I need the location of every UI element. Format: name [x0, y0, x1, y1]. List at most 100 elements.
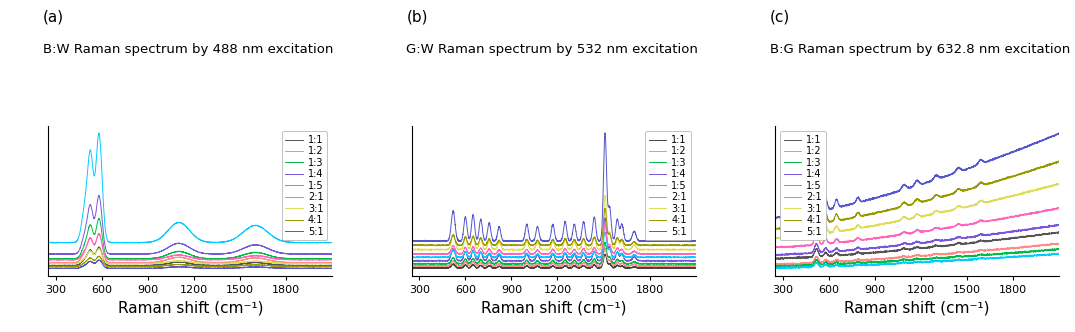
- 2:1: [1052, 206, 1065, 210]
- Text: (a): (a): [43, 10, 64, 25]
- 1:2: [320, 261, 333, 265]
- 1:1: [42, 263, 55, 267]
- 2:1: [163, 255, 176, 259]
- 5:1: [771, 216, 784, 220]
- 1:2: [1047, 242, 1060, 246]
- X-axis label: Raman shift (cm⁻¹): Raman shift (cm⁻¹): [844, 300, 990, 315]
- 3:1: [769, 236, 782, 240]
- Text: (c): (c): [770, 10, 790, 25]
- 1:1: [438, 266, 450, 270]
- 3:1: [455, 247, 468, 251]
- 1:3: [74, 251, 87, 255]
- 4:1: [1016, 171, 1029, 175]
- 1:5: [92, 131, 105, 135]
- 1:4: [818, 247, 831, 251]
- 1:2: [772, 263, 785, 267]
- Line: 1:2: 1:2: [775, 243, 1059, 265]
- 2:1: [769, 246, 782, 250]
- Legend: 1:1, 1:2, 1:3, 1:4, 1:5, 2:1, 3:1, 4:1, 5:1: 1:1, 1:2, 1:3, 1:4, 1:5, 2:1, 3:1, 4:1, …: [282, 131, 328, 240]
- Text: B:G Raman spectrum by 632.8 nm excitation: B:G Raman spectrum by 632.8 nm excitatio…: [770, 43, 1070, 56]
- 3:1: [298, 262, 311, 266]
- 3:1: [74, 259, 87, 263]
- 2:1: [455, 251, 468, 255]
- 2:1: [801, 243, 814, 247]
- Line: 1:3: 1:3: [48, 218, 332, 259]
- 1:1: [801, 255, 814, 259]
- 2:1: [290, 258, 303, 262]
- 5:1: [599, 131, 612, 135]
- 1:5: [684, 255, 697, 259]
- 3:1: [1047, 183, 1060, 187]
- 1:4: [326, 252, 339, 256]
- 1:1: [326, 264, 339, 268]
- 1:4: [1052, 223, 1065, 227]
- 4:1: [890, 207, 903, 210]
- 1:4: [689, 259, 702, 263]
- 1:4: [775, 254, 788, 258]
- 3:1: [514, 248, 527, 252]
- 3:1: [42, 262, 55, 266]
- 1:5: [42, 241, 55, 245]
- 1:5: [1016, 254, 1029, 258]
- 5:1: [514, 239, 527, 243]
- 2:1: [890, 234, 903, 238]
- 3:1: [527, 248, 540, 252]
- Line: 3:1: 3:1: [775, 183, 1059, 239]
- 1:2: [684, 264, 697, 268]
- 1:1: [151, 263, 163, 267]
- 1:3: [769, 264, 782, 268]
- 1:2: [527, 264, 540, 268]
- 1:2: [42, 261, 55, 265]
- 2:1: [320, 258, 333, 262]
- 2:1: [151, 257, 163, 261]
- 4:1: [92, 254, 105, 258]
- Line: 1:4: 1:4: [412, 218, 696, 262]
- 5:1: [684, 238, 697, 242]
- 1:1: [684, 266, 697, 270]
- 2:1: [877, 235, 890, 239]
- 1:5: [785, 267, 798, 271]
- 5:1: [1052, 131, 1065, 135]
- 4:1: [438, 243, 450, 247]
- 2:1: [514, 252, 527, 256]
- Line: 1:2: 1:2: [412, 248, 696, 267]
- 5:1: [653, 239, 665, 243]
- 1:5: [1047, 252, 1060, 256]
- Line: 4:1: 4:1: [412, 208, 696, 246]
- 3:1: [1052, 182, 1065, 186]
- 1:4: [405, 259, 418, 263]
- Legend: 1:1, 1:2, 1:3, 1:4, 1:5, 2:1, 3:1, 4:1, 5:1: 1:1, 1:2, 1:3, 1:4, 1:5, 2:1, 3:1, 4:1, …: [779, 131, 826, 240]
- 1:5: [689, 255, 702, 259]
- 4:1: [326, 264, 339, 268]
- 1:4: [684, 258, 697, 262]
- 3:1: [438, 248, 450, 252]
- 1:5: [599, 230, 612, 234]
- 3:1: [163, 260, 176, 264]
- 1:3: [572, 263, 585, 267]
- 4:1: [91, 255, 104, 259]
- 1:4: [514, 259, 527, 263]
- 2:1: [74, 254, 87, 258]
- 4:1: [527, 243, 540, 247]
- 5:1: [1047, 133, 1060, 137]
- 2:1: [1016, 212, 1029, 216]
- 4:1: [455, 243, 468, 247]
- 5:1: [438, 239, 450, 243]
- 4:1: [74, 263, 87, 267]
- Line: 1:5: 1:5: [48, 133, 332, 243]
- 1:3: [689, 262, 702, 266]
- 3:1: [91, 248, 104, 252]
- 1:3: [320, 257, 333, 261]
- 1:2: [877, 257, 890, 261]
- 3:1: [1016, 191, 1029, 195]
- 3:1: [422, 248, 435, 252]
- 1:2: [163, 257, 176, 261]
- 5:1: [405, 239, 418, 243]
- Text: B:W Raman spectrum by 488 nm excitation: B:W Raman spectrum by 488 nm excitation: [43, 43, 333, 56]
- Text: (b): (b): [406, 10, 428, 25]
- 2:1: [527, 252, 540, 256]
- X-axis label: Raman shift (cm⁻¹): Raman shift (cm⁻¹): [481, 300, 627, 315]
- 1:3: [1052, 248, 1065, 252]
- 1:2: [1052, 241, 1065, 245]
- 1:4: [1047, 224, 1060, 228]
